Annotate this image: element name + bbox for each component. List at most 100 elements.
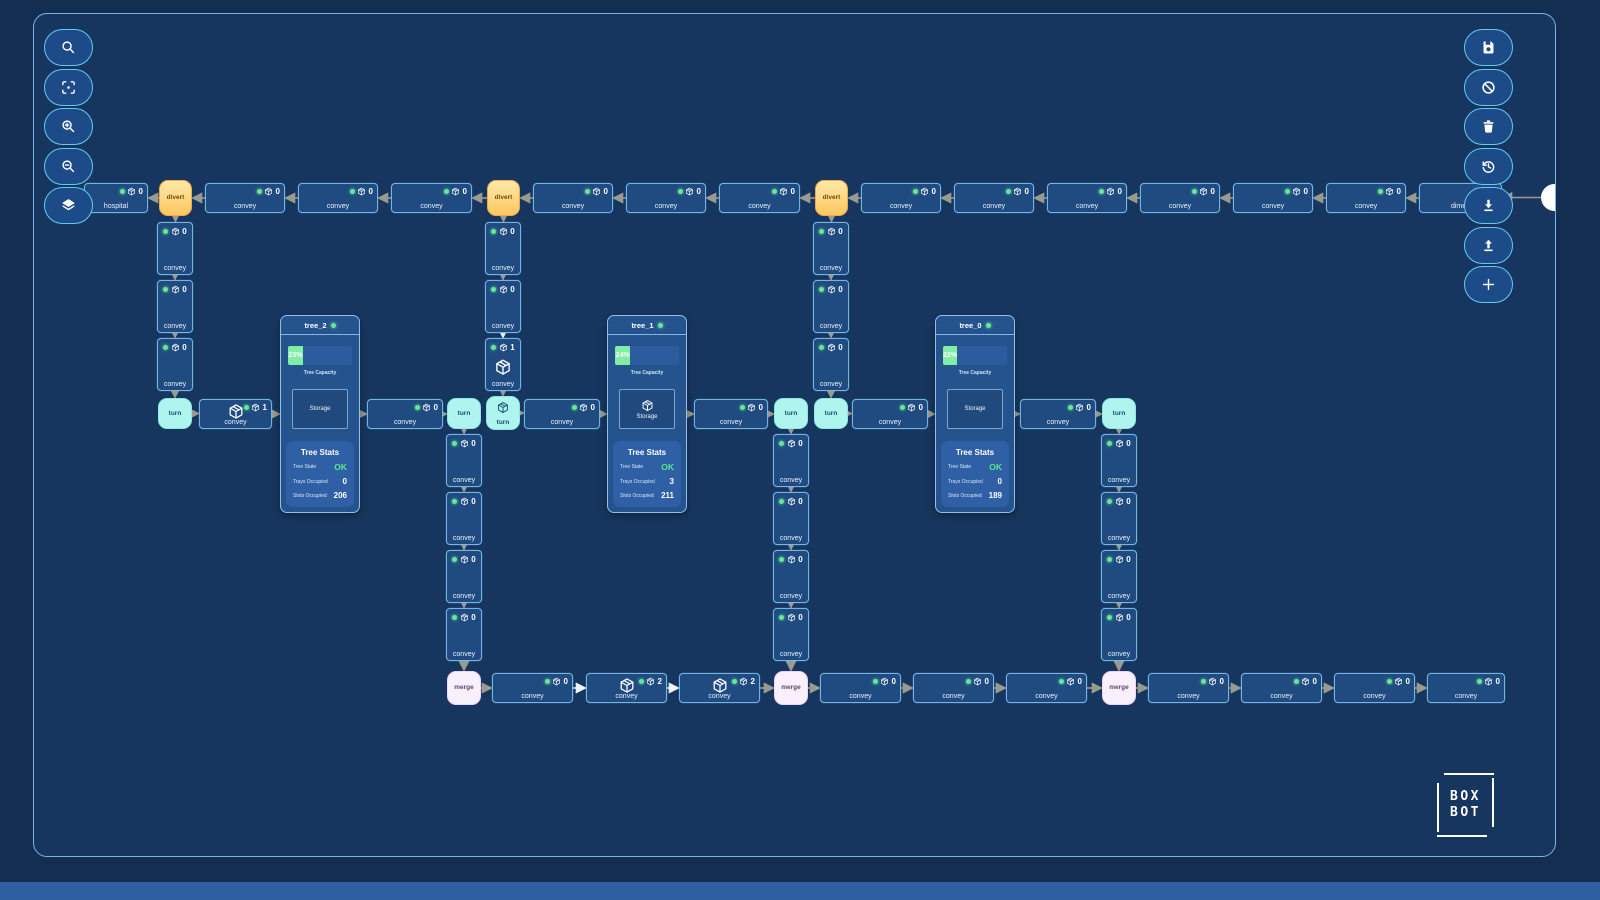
station-node-tc12[interactable]: 0 convey [1326, 183, 1406, 213]
station-node-mc5[interactable]: 0 convey [852, 399, 928, 429]
station-node-cc3[interactable]: 0 convey [1101, 550, 1137, 603]
station-node-c1c[interactable]: 0 convey [157, 338, 193, 391]
trays-occupied-value: 3 [669, 477, 674, 486]
station-node-tc9[interactable]: 0 convey [1047, 183, 1127, 213]
station-node-cc2[interactable]: 0 convey [1101, 492, 1137, 545]
turn-node-turn_1[interactable]: turn [158, 398, 192, 429]
zoom-in-button[interactable] [44, 108, 93, 145]
merge-node-merge_c[interactable]: merge [1102, 671, 1136, 705]
station-node-c2c[interactable]: 1 convey [485, 338, 521, 391]
divert-node-divert_1[interactable]: divert [159, 180, 192, 216]
station-node-tc10[interactable]: 0 convey [1140, 183, 1220, 213]
turn-node-turn_3[interactable]: turn [814, 398, 848, 429]
station-node-mc2[interactable]: 0 convey [367, 399, 443, 429]
slots-occupied-value: 206 [333, 491, 347, 500]
station-node-c3c[interactable]: 0 convey [813, 338, 849, 391]
divert-node-divert_3[interactable]: divert [815, 180, 848, 216]
station-node-bc3[interactable]: 2 convey [679, 673, 760, 703]
station-node-cc4[interactable]: 0 convey [1101, 608, 1137, 661]
station-node-mc4[interactable]: 0 convey [694, 399, 768, 429]
station-node-c2b[interactable]: 0 convey [485, 280, 521, 333]
station-node-bc4[interactable]: 0 convey [820, 673, 901, 703]
turn-node-turn_2[interactable]: turn [447, 398, 481, 429]
merge-node-merge_b[interactable]: merge [774, 671, 808, 705]
station-node-c3a[interactable]: 0 convey [813, 222, 849, 275]
station-node-tc2[interactable]: 0 convey [298, 183, 378, 213]
search-button[interactable] [44, 29, 93, 66]
station-node-c1b[interactable]: 0 convey [157, 280, 193, 333]
station-node-bc9[interactable]: 0 convey [1334, 673, 1415, 703]
node-label: divert [166, 193, 185, 201]
station-node-a2[interactable]: 0 convey [446, 492, 482, 545]
station-node-bc6[interactable]: 0 convey [1006, 673, 1087, 703]
node-label: convey [819, 381, 843, 388]
station-node-tc3[interactable]: 0 convey [391, 183, 472, 213]
station-node-tc4[interactable]: 0 convey [533, 183, 613, 213]
node-status: 0 [1058, 677, 1082, 686]
add-button[interactable] [1464, 266, 1513, 303]
node-label: convey [942, 693, 965, 700]
station-node-c3b[interactable]: 0 convey [813, 280, 849, 333]
delete-button[interactable] [1464, 108, 1513, 145]
station-node-b1[interactable]: 0 convey [773, 434, 809, 487]
node-label: convey [889, 203, 913, 210]
tree-panel-tree_2[interactable]: tree_2 23% Tree Capacity Storage Tree St… [280, 315, 360, 513]
capacity-fill: 22% [943, 346, 958, 365]
station-node-a3[interactable]: 0 convey [446, 550, 482, 603]
station-node-tc5[interactable]: 0 convey [626, 183, 706, 213]
node-label: convey [521, 693, 544, 700]
package-icon [592, 187, 601, 196]
station-node-bc1[interactable]: 0 convey [492, 673, 573, 703]
station-node-bc10[interactable]: 0 convey [1427, 673, 1505, 703]
zoom-out-button[interactable] [44, 147, 93, 185]
node-status: 0 [739, 403, 763, 412]
station-node-tc6[interactable]: 0 convey [719, 183, 800, 213]
node-label: convey [1454, 693, 1478, 700]
station-node-b3[interactable]: 0 convey [773, 550, 809, 603]
station-node-a4[interactable]: 0 convey [446, 608, 482, 661]
tree-panel-tree_1[interactable]: tree_1 24% Tree Capacity Storage Tree St… [607, 315, 687, 513]
station-node-c2a[interactable]: 0 convey [485, 222, 521, 275]
turn-node-turn_pkg[interactable]: turn [486, 396, 520, 430]
panel-handle[interactable] [1541, 184, 1555, 211]
turn-node-turn_4[interactable]: turn [774, 398, 808, 429]
stat-row-slots: Slots Occupied 211 [620, 491, 674, 500]
history-button[interactable] [1464, 147, 1513, 185]
item-count: 0 [1219, 676, 1224, 686]
station-node-tc1[interactable]: 0 convey [205, 183, 285, 213]
upload-button[interactable] [1464, 226, 1513, 264]
station-node-b4[interactable]: 0 convey [773, 608, 809, 661]
merge-node-merge_a[interactable]: merge [447, 671, 481, 705]
download-button[interactable] [1464, 187, 1513, 224]
storage-box[interactable]: Storage [292, 389, 348, 429]
storage-box[interactable]: Storage [947, 389, 1003, 429]
station-node-bc8[interactable]: 0 convey [1241, 673, 1322, 703]
layers-button[interactable] [44, 187, 93, 224]
save-button[interactable] [1464, 29, 1513, 66]
tree-stats-title: Tree Stats [955, 448, 995, 457]
station-node-bc2[interactable]: 2 convey [586, 673, 667, 703]
station-node-tc11[interactable]: 0 convey [1233, 183, 1313, 213]
item-count: 0 [891, 676, 896, 686]
station-node-bc7[interactable]: 0 convey [1148, 673, 1229, 703]
station-node-b2[interactable]: 0 convey [773, 492, 809, 545]
turn-node-turn_5[interactable]: turn [1102, 398, 1136, 429]
station-node-bc5[interactable]: 0 convey [913, 673, 994, 703]
station-node-mc6[interactable]: 0 convey [1020, 399, 1096, 429]
station-node-c1a[interactable]: 0 convey [157, 222, 193, 275]
station-node-tc8[interactable]: 0 convey [954, 183, 1034, 213]
station-node-hospital[interactable]: 0 hospital [84, 183, 148, 213]
fit-view-button[interactable] [44, 68, 93, 106]
tree-panel-tree_0[interactable]: tree_0 22% Tree Capacity Storage Tree St… [935, 315, 1015, 513]
station-node-a1[interactable]: 0 convey [446, 434, 482, 487]
divert-node-divert_2[interactable]: divert [487, 180, 520, 216]
station-node-mc1[interactable]: 1 convey [199, 399, 272, 429]
cancel-button[interactable] [1464, 68, 1513, 106]
station-node-mc3[interactable]: 0 convey [524, 399, 600, 429]
storage-box[interactable]: Storage [619, 389, 675, 429]
node-label: merge [1109, 683, 1129, 691]
package-icon [251, 403, 260, 412]
node-status: 0 [486, 285, 520, 294]
station-node-tc7[interactable]: 0 convey [861, 183, 941, 213]
station-node-cc1[interactable]: 0 convey [1101, 434, 1137, 487]
